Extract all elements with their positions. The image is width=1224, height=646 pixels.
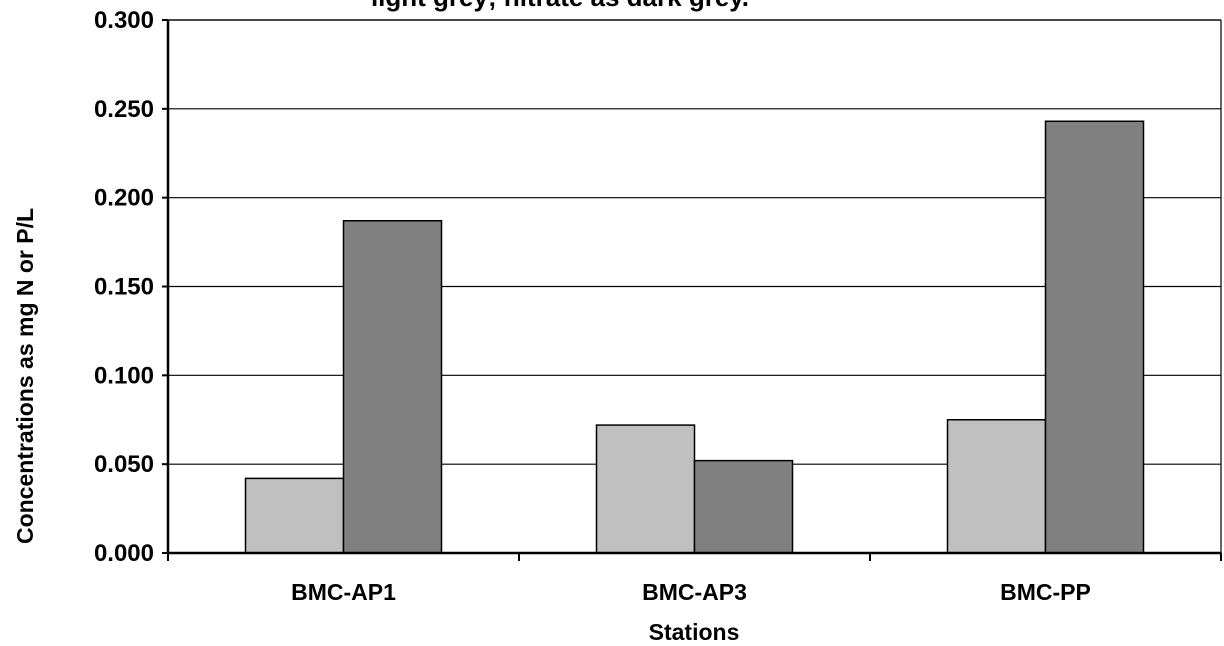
y-axis-label: Concentrations as mg N or P/L [12, 208, 38, 544]
bar-bmc-ap3-series-2 [693, 459, 794, 554]
bars [244, 120, 1145, 554]
chart-title: light grey; nitrate as dark grey. [371, 0, 749, 12]
x-tick-label: BMC-AP1 [291, 579, 396, 605]
y-tick-label: 0.100 [94, 362, 154, 389]
y-tick-label: 0.150 [94, 274, 154, 301]
x-tick-label: BMC-PP [1000, 579, 1091, 605]
axes [162, 19, 1222, 561]
bar-bmc-ap1-series-2 [342, 220, 443, 554]
x-tick-label: BMC-AP3 [642, 579, 747, 605]
y-tick-label: 0.000 [94, 540, 154, 567]
y-tick-label: 0.200 [94, 185, 154, 212]
bar-bmc-ap1-series-1 [244, 477, 345, 554]
bar-bmc-pp-series-1 [946, 419, 1047, 554]
y-tick-labels: 0.000 0.050 0.100 0.150 0.200 0.250 0.300 [94, 7, 154, 567]
x-axis-label: Stations [649, 619, 740, 645]
x-tick-labels: BMC-AP1 BMC-AP3 BMC-PP [291, 579, 1091, 605]
bar-bmc-pp-series-2 [1044, 120, 1145, 554]
bar-bmc-ap3-series-1 [595, 424, 696, 554]
y-tick-label: 0.300 [94, 7, 154, 34]
y-tick-label: 0.050 [94, 451, 154, 478]
y-tick-label: 0.250 [94, 96, 154, 123]
